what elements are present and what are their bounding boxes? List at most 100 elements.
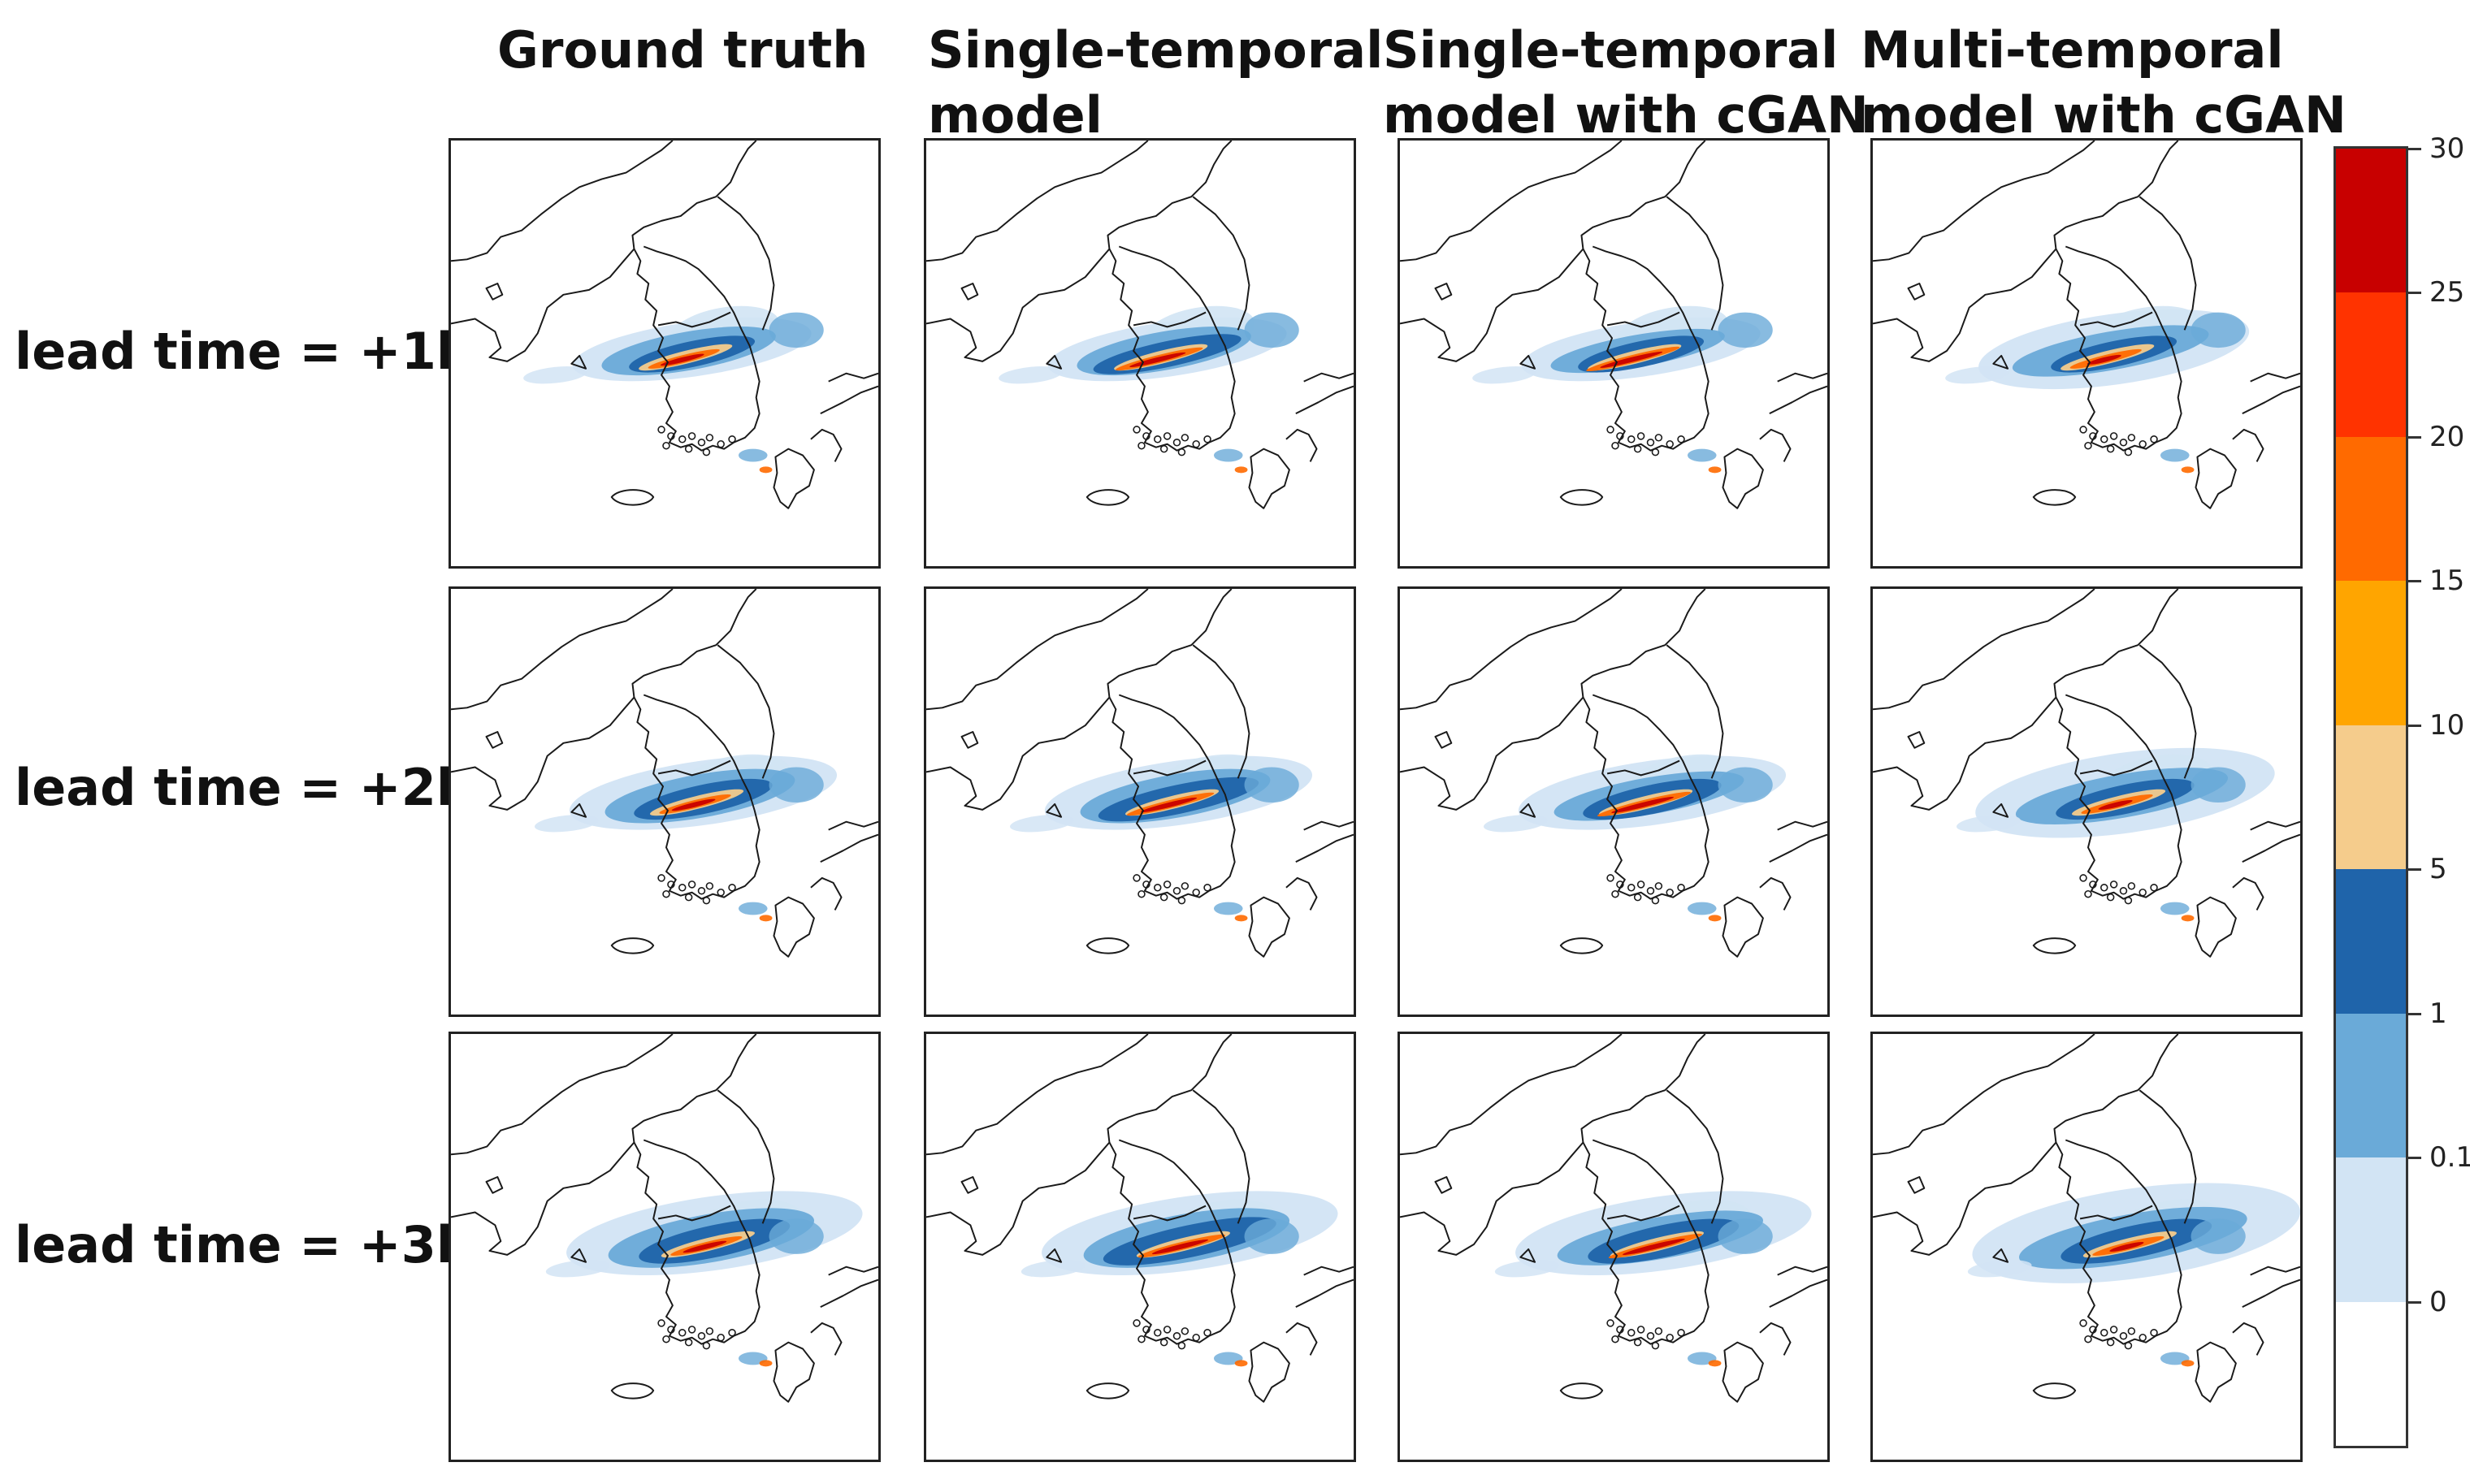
coast-line bbox=[2232, 876, 2264, 911]
map-panel-single-1h bbox=[924, 138, 1356, 569]
island bbox=[1677, 435, 1685, 443]
rain-blob bbox=[2160, 902, 2190, 915]
rain-blob bbox=[759, 915, 773, 922]
coastline bbox=[926, 1034, 1354, 1403]
coast-line bbox=[2242, 385, 2300, 415]
colorbar-bin bbox=[2336, 436, 2406, 582]
coast-line bbox=[1086, 489, 1130, 506]
colorbar-tick bbox=[2408, 292, 2421, 295]
island bbox=[678, 1329, 687, 1337]
island bbox=[2100, 1329, 2108, 1337]
map-panel-single-3h bbox=[924, 1032, 1356, 1462]
island bbox=[1172, 886, 1181, 895]
island bbox=[1154, 435, 1162, 443]
rain-blob bbox=[769, 767, 824, 803]
island bbox=[1627, 435, 1636, 443]
rain-blob bbox=[738, 448, 768, 462]
island bbox=[1654, 434, 1663, 442]
island bbox=[687, 432, 696, 440]
rain-blob bbox=[1623, 1239, 1685, 1255]
rainfall-field bbox=[1472, 305, 1773, 474]
coast-line bbox=[810, 876, 843, 911]
coast-line bbox=[1133, 311, 1207, 328]
island bbox=[684, 444, 693, 453]
coast-line bbox=[1400, 1034, 1623, 1156]
colorbar-tick-label: 10 bbox=[2429, 708, 2465, 742]
coast-line bbox=[1519, 803, 1536, 818]
island bbox=[1606, 426, 1614, 434]
coast-line bbox=[2250, 820, 2300, 831]
coast-line bbox=[451, 589, 674, 711]
rain-blob bbox=[2190, 312, 2246, 348]
rain-blob bbox=[1213, 902, 1243, 915]
rain-blob bbox=[1956, 815, 2021, 833]
rainfall-field bbox=[1945, 305, 2250, 474]
coast-line bbox=[451, 1034, 757, 1256]
colorbar-tick-label: 1 bbox=[2429, 997, 2447, 1030]
rain-blob bbox=[1234, 915, 1248, 922]
coast-line bbox=[1285, 1322, 1318, 1356]
island bbox=[2079, 874, 2087, 882]
island bbox=[684, 893, 693, 902]
coast-line bbox=[1285, 428, 1318, 462]
island bbox=[2089, 1326, 2097, 1334]
coastline bbox=[451, 589, 878, 958]
coast-line bbox=[1759, 1322, 1792, 1356]
rain-blob bbox=[759, 466, 773, 474]
colorbar-tick bbox=[2408, 1300, 2421, 1304]
rain-blob bbox=[1494, 1260, 1559, 1278]
coast-line bbox=[610, 489, 655, 506]
coast-line bbox=[451, 589, 757, 811]
coastline bbox=[451, 1034, 878, 1403]
coastline bbox=[1873, 589, 2300, 958]
rainfall-field bbox=[545, 1191, 863, 1367]
island bbox=[657, 1319, 665, 1327]
island bbox=[702, 448, 711, 456]
coast-line bbox=[828, 1266, 878, 1276]
island bbox=[687, 880, 696, 889]
island bbox=[1636, 880, 1645, 889]
coast-line bbox=[1759, 428, 1792, 462]
island bbox=[1181, 434, 1190, 442]
island bbox=[1633, 893, 1642, 902]
coast-line bbox=[773, 448, 815, 509]
precip-map bbox=[1873, 141, 2300, 509]
coast-line bbox=[1400, 589, 1706, 811]
rain-blob bbox=[1213, 448, 1243, 462]
rain-blob bbox=[1020, 1260, 1086, 1278]
island bbox=[1616, 432, 1624, 440]
coast-line bbox=[1400, 589, 1623, 711]
rainfall-field bbox=[535, 754, 838, 922]
coast-line bbox=[633, 245, 760, 452]
island bbox=[702, 896, 711, 905]
coast-line bbox=[485, 282, 504, 301]
coast-line bbox=[1992, 354, 2009, 370]
row-label-1h: lead time = +1h bbox=[15, 322, 472, 381]
island bbox=[1177, 448, 1186, 456]
rain-blob bbox=[1708, 1360, 1722, 1367]
island bbox=[2150, 884, 2158, 892]
coast-line bbox=[1248, 896, 1290, 958]
coast-line bbox=[2055, 245, 2182, 452]
coast-line bbox=[717, 196, 775, 331]
rainfall-field bbox=[1010, 754, 1313, 922]
island bbox=[657, 426, 665, 434]
coast-line bbox=[1519, 1248, 1536, 1263]
island bbox=[1133, 1319, 1141, 1327]
precip-map bbox=[451, 1034, 878, 1403]
coast-line bbox=[820, 1278, 878, 1309]
island bbox=[662, 441, 670, 450]
island bbox=[1633, 1338, 1642, 1347]
coast-line bbox=[2232, 428, 2264, 462]
island bbox=[1172, 438, 1181, 447]
rain-blob bbox=[1484, 815, 1548, 833]
coastline bbox=[926, 141, 1354, 509]
island bbox=[2138, 888, 2147, 897]
rain-blob bbox=[1234, 466, 1248, 474]
island bbox=[2084, 889, 2092, 898]
coast-line bbox=[1582, 245, 1710, 452]
island bbox=[1627, 1329, 1636, 1337]
coast-line bbox=[1133, 1205, 1207, 1222]
island bbox=[1651, 896, 1660, 905]
coast-line bbox=[1722, 448, 1764, 509]
